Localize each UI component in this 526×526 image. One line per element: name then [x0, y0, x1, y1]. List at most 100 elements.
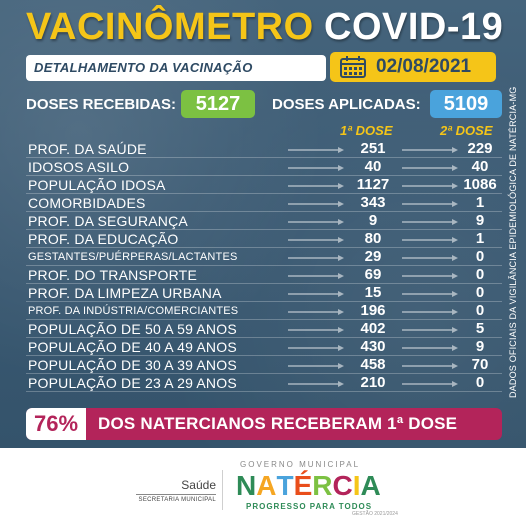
dose2-value: 9	[475, 212, 485, 229]
dose1-value: 80	[364, 230, 382, 247]
dose2-value: 70	[471, 356, 489, 373]
dose2-value: 0	[475, 248, 485, 265]
row-label: IDOSOS ASILO	[28, 159, 130, 175]
row-label: POPULAÇÃO DE 23 A 29 ANOS	[28, 375, 237, 391]
table-row: POPULAÇÃO DE 50 A 59 ANOS 402 5	[26, 320, 502, 338]
col-header-dose1: 1ª DOSE	[340, 123, 393, 138]
dose2-value: 1	[475, 230, 485, 247]
arrow-right-icon	[288, 273, 344, 279]
row-label: PROF. DO TRANSPORTE	[28, 267, 197, 283]
arrow-right-icon	[402, 309, 458, 315]
arrow-right-icon	[288, 183, 344, 189]
title-vacinometro: VACINÔMETRO	[26, 6, 314, 48]
row-label: PROF. DA SAÚDE	[28, 141, 147, 157]
arrow-right-icon	[402, 165, 458, 171]
gestao-label: GESTÃO 2021/2024	[352, 511, 398, 517]
arrow-right-icon	[402, 255, 458, 261]
footer-divider	[222, 470, 223, 510]
dose1-value: 251	[360, 140, 386, 157]
doses-received-value: 5127	[181, 90, 255, 118]
dose2-value: 229	[467, 140, 493, 157]
arrow-right-icon	[288, 219, 344, 225]
doses-applied-value: 5109	[430, 90, 502, 118]
arrow-right-icon	[288, 327, 344, 333]
arrow-right-icon	[402, 345, 458, 351]
table-row: GESTANTES/PUÉRPERAS/LACTANTES 29 0	[26, 248, 502, 266]
city-logo-letter: R	[312, 470, 333, 501]
arrow-right-icon	[402, 327, 458, 333]
city-logo-letter: I	[352, 470, 361, 501]
row-label: POPULAÇÃO DE 50 A 59 ANOS	[28, 321, 237, 337]
vaccination-table: PROF. DA SAÚDE 251 229 IDOSOS ASILO 40 40 POPU…	[26, 140, 502, 392]
arrow-right-icon	[288, 381, 344, 387]
table-row: IDOSOS ASILO 40 40	[26, 158, 502, 176]
dose2-value: 40	[471, 158, 489, 175]
dose1-value: 196	[360, 302, 386, 319]
title-covid: COVID-19	[324, 6, 504, 48]
table-row: COMORBIDADES 343 1	[26, 194, 502, 212]
dose2-value: 5	[475, 320, 485, 337]
arrow-right-icon	[288, 201, 344, 207]
arrow-right-icon	[402, 219, 458, 225]
table-row: POPULAÇÃO DE 30 A 39 ANOS 458 70	[26, 356, 502, 374]
arrow-right-icon	[402, 381, 458, 387]
city-logo-letter: N	[236, 470, 257, 501]
table-row: PROF. DA EDUCAÇÃO 80 1	[26, 230, 502, 248]
row-label: GESTANTES/PUÉRPERAS/LACTANTES	[28, 251, 238, 263]
city-logo-letter: T	[276, 470, 294, 501]
dose1-value: 40	[364, 158, 382, 175]
city-logo-letter: A	[256, 470, 277, 501]
coverage-percent: 76%	[26, 408, 86, 440]
arrow-right-icon	[288, 345, 344, 351]
dose1-value: 210	[360, 374, 386, 391]
arrow-right-icon	[288, 309, 344, 315]
doses-received-label: DOSES RECEBIDAS:	[26, 96, 177, 113]
arrow-right-icon	[288, 255, 344, 261]
row-label: POPULAÇÃO DE 40 A 49 ANOS	[28, 339, 237, 355]
dose2-value: 1	[475, 194, 485, 211]
subtitle-detalhamento: DETALHAMENTO DA VACINAÇÃO	[26, 55, 326, 81]
date-badge: 02/08/2021	[330, 52, 496, 82]
arrow-right-icon	[402, 273, 458, 279]
arrow-right-icon	[288, 165, 344, 171]
saude-subtitle: SECRETARIA MUNICIPAL	[136, 494, 216, 503]
city-slogan: PROGRESSO PARA TODOS	[246, 502, 373, 511]
arrow-right-icon	[288, 237, 344, 243]
city-logo: NATÉRCIA	[236, 470, 381, 502]
row-label: PROF. DA INDÚSTRIA/COMERCIANTES	[28, 305, 239, 317]
table-row: PROF. DA INDÚSTRIA/COMERCIANTES 196 0	[26, 302, 502, 320]
arrow-right-icon	[402, 237, 458, 243]
dose1-value: 69	[364, 266, 382, 283]
row-label: POPULAÇÃO IDOSA	[28, 177, 166, 193]
dose1-value: 29	[364, 248, 382, 265]
table-row: POPULAÇÃO DE 23 A 29 ANOS 210 0	[26, 374, 502, 392]
dose1-value: 9	[368, 212, 378, 229]
table-row: POPULAÇÃO DE 40 A 49 ANOS 430 9	[26, 338, 502, 356]
arrow-right-icon	[402, 363, 458, 369]
city-logo-letter: C	[332, 470, 353, 501]
dose2-value: 0	[475, 374, 485, 391]
row-label: PROF. DA LIMPEZA URBANA	[28, 285, 222, 301]
calendar-icon	[340, 56, 366, 78]
table-row: PROF. DA SEGURANÇA 9 9	[26, 212, 502, 230]
dose2-value: 1086	[463, 176, 497, 193]
table-row: PROF. DO TRANSPORTE 69 0	[26, 266, 502, 284]
date-text: 02/08/2021	[376, 56, 472, 77]
row-label: PROF. DA EDUCAÇÃO	[28, 231, 179, 247]
dose2-value: 0	[475, 284, 485, 301]
city-logo-letter: A	[360, 470, 381, 501]
arrow-right-icon	[402, 183, 458, 189]
arrow-right-icon	[288, 147, 344, 153]
gov-label: GOVERNO MUNICIPAL	[240, 460, 361, 469]
dose2-value: 0	[475, 302, 485, 319]
footer: Saúde SECRETARIA MUNICIPAL GOVERNO MUNIC…	[0, 448, 526, 526]
arrow-right-icon	[288, 291, 344, 297]
dose1-value: 15	[364, 284, 382, 301]
dose2-value: 9	[475, 338, 485, 355]
arrow-right-icon	[288, 363, 344, 369]
dose1-value: 458	[360, 356, 386, 373]
col-header-dose2: 2ª DOSE	[440, 123, 493, 138]
dose1-value: 402	[360, 320, 386, 337]
coverage-banner: 76% DOS NATERCIANOS RECEBERAM 1ª DOSE	[26, 408, 502, 440]
table-row: PROF. DA SAÚDE 251 229	[26, 140, 502, 158]
